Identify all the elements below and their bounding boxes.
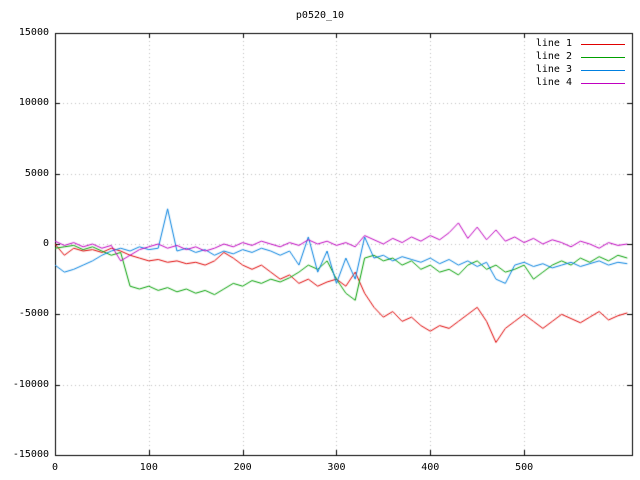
legend-entry: line 2 <box>536 52 625 62</box>
legend-label: line 1 <box>535 38 572 49</box>
y-tick-label: -15000 <box>12 449 49 460</box>
x-tick-label: 0 <box>51 462 59 473</box>
y-tick-label: -5000 <box>18 308 49 320</box>
legend-entry: line 3 <box>536 65 625 75</box>
legend-label: line 3 <box>535 64 572 75</box>
legend-line-sample <box>581 43 625 45</box>
x-tick-label: 400 <box>421 462 440 473</box>
chart-title: p0520_10 <box>295 10 345 21</box>
y-tick-label: 0 <box>42 238 49 249</box>
x-tick-label: 500 <box>515 462 534 473</box>
legend-entry: line 1 <box>536 39 625 49</box>
legend-entry: line 4 <box>536 78 625 88</box>
x-tick-label: 300 <box>327 462 346 473</box>
x-tick-label: 100 <box>139 462 158 473</box>
y-tick-label: 5000 <box>24 167 49 179</box>
legend-label: line 4 <box>535 77 572 88</box>
y-tick-label: 15000 <box>18 27 49 38</box>
legend-line-sample <box>581 69 625 71</box>
y-tick-label: 10000 <box>18 97 49 109</box>
y-tick-label: -10000 <box>12 378 49 390</box>
legend-label: line 2 <box>535 51 572 62</box>
legend-line-sample <box>581 82 625 84</box>
x-tick-label: 200 <box>233 462 252 473</box>
legend-line-sample <box>581 56 625 58</box>
legend: line 1 line 2 line 3 line 4 <box>536 39 625 88</box>
